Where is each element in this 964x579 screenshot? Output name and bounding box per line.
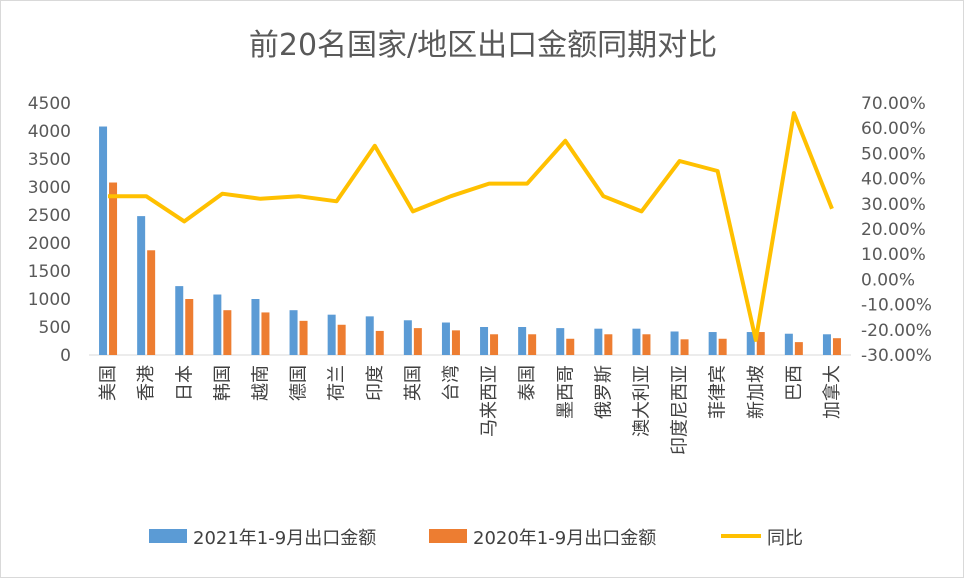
bar-2020 [451, 330, 460, 355]
bar-2020 [147, 250, 156, 355]
legend: 2021年1-9月出口金额 2020年1-9月出口金额 同比 [149, 528, 803, 549]
category-label: 英国 [403, 365, 424, 401]
bar-2021 [670, 331, 679, 355]
right-tick-label: 10.00% [861, 245, 926, 265]
bar-2021 [365, 316, 374, 355]
bar-2020 [413, 328, 422, 355]
bar-2021 [99, 126, 108, 356]
category-label: 巴西 [784, 365, 805, 401]
bar-2021 [327, 314, 336, 355]
category-label: 韩国 [212, 365, 233, 401]
bar-2020 [261, 312, 270, 355]
bar-2021 [137, 216, 146, 355]
bar-2020 [680, 339, 689, 355]
legend-swatch-2020 [429, 529, 467, 543]
bar-2021 [403, 320, 412, 355]
bar-2020 [185, 299, 194, 355]
bar-2020 [337, 324, 346, 355]
bar-2020 [642, 334, 651, 355]
bar-2021 [441, 322, 450, 355]
bar-2020 [299, 320, 308, 355]
category-label: 澳大利亚 [631, 365, 652, 437]
bar-2021 [213, 294, 222, 355]
legend-label-2021: 2021年1-9月出口金额 [193, 528, 376, 549]
bar-2020 [223, 310, 232, 355]
left-tick-label: 4000 [28, 122, 71, 142]
bar-2021 [708, 332, 717, 355]
right-tick-label: 60.00% [861, 119, 926, 139]
right-axis-ticks: -30.00% -20.00% -10.00% 0.00% 10.00% 20.00% 30… [861, 94, 932, 366]
right-tick-label: 50.00% [861, 144, 926, 164]
left-tick-label: 1000 [28, 290, 71, 310]
bar-2021 [746, 332, 755, 355]
bar-2021 [594, 328, 603, 355]
left-tick-label: 500 [39, 318, 71, 338]
left-tick-label: 2500 [28, 206, 71, 226]
left-axis-ticks: 0 500 1000 1500 2000 2500 3000 3500 4000 4500 [28, 94, 71, 366]
right-tick-label: -30.00% [861, 346, 932, 366]
category-label: 日本 [174, 365, 195, 401]
left-tick-label: 2000 [28, 234, 71, 254]
left-tick-label: 0 [60, 346, 71, 366]
bar-2020 [832, 338, 841, 355]
right-tick-label: 40.00% [861, 170, 926, 190]
bar-2021 [556, 328, 565, 355]
legend-label-2020: 2020年1-9月出口金额 [473, 528, 656, 549]
right-tick-label: -20.00% [861, 321, 932, 341]
bar-2020 [604, 334, 613, 355]
category-label: 荷兰 [327, 365, 348, 401]
right-tick-label: 20.00% [861, 220, 926, 240]
category-label: 印度尼西亚 [670, 365, 691, 455]
category-label: 新加坡 [746, 365, 767, 419]
bar-2020 [375, 330, 384, 355]
bar-2021 [480, 327, 489, 355]
left-tick-label: 1500 [28, 262, 71, 282]
category-labels: 美国 香港 日本 韩国 越南 德国 荷兰 印度 英国 台湾 马来西亚 泰国 墨西哥 俄罗斯 澳大利亚 印度尼西… [98, 365, 843, 455]
category-label: 菲律宾 [708, 365, 729, 419]
bar-2020 [109, 182, 118, 355]
category-label: 马来西亚 [479, 365, 500, 437]
bar-2020 [490, 334, 499, 355]
bar-2021 [175, 286, 184, 355]
bar-2020 [528, 334, 537, 355]
category-label: 泰国 [517, 365, 538, 401]
category-label: 台湾 [441, 365, 462, 401]
category-label: 德国 [289, 365, 310, 401]
left-tick-label: 3500 [28, 150, 71, 170]
right-tick-label: -10.00% [861, 296, 932, 316]
chart-title: 前20名国家/地区出口金额同期对比 [249, 28, 717, 63]
bar-2021 [784, 333, 793, 355]
bar-2021 [632, 328, 641, 355]
right-tick-label: 0.00% [861, 270, 915, 290]
category-label: 美国 [98, 365, 119, 401]
bar-2020 [794, 342, 803, 355]
bar-2021 [518, 327, 527, 355]
category-label: 越南 [250, 365, 271, 401]
yoy-line [108, 111, 834, 342]
legend-label-yoy: 同比 [767, 528, 803, 549]
right-tick-label: 30.00% [861, 195, 926, 215]
left-tick-label: 3000 [28, 178, 71, 198]
bar-2021 [251, 299, 260, 355]
category-label: 香港 [136, 365, 157, 401]
bars-group [99, 126, 841, 356]
bar-2021 [289, 310, 298, 355]
category-label: 俄罗斯 [593, 365, 614, 419]
yoy-line-group [108, 111, 834, 342]
category-label: 墨西哥 [555, 365, 576, 419]
category-label: 印度 [365, 365, 386, 401]
right-tick-label: 70.00% [861, 94, 926, 114]
bar-2021 [822, 334, 831, 355]
bar-2020 [756, 332, 765, 355]
left-tick-label: 4500 [28, 94, 71, 114]
bar-2020 [718, 338, 727, 355]
category-label: 加拿大 [821, 365, 843, 419]
legend-swatch-2021 [149, 529, 187, 543]
bar-2020 [566, 338, 575, 355]
